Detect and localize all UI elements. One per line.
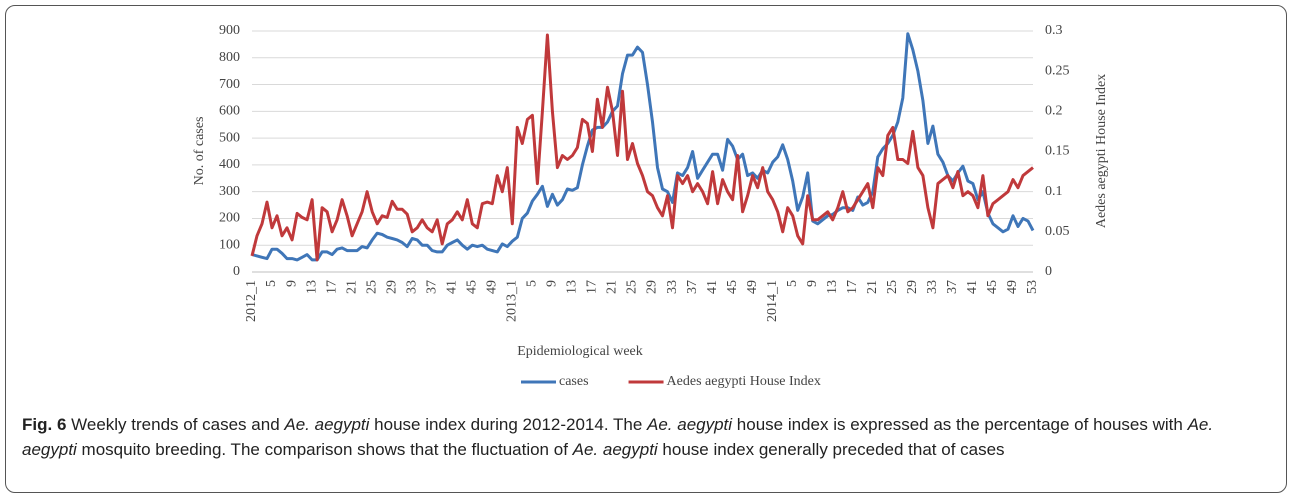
caption-text: Ae. aegypti [572,440,658,459]
caption-text: Ae. aegypti [284,415,370,434]
y-tick-label: 100 [219,237,240,252]
x-tick-label: 21 [344,280,359,294]
x-tick-label: 45 [725,280,740,294]
y-tick-label: 600 [219,104,240,119]
x-tick-label: 41 [444,280,459,294]
figure-frame [5,5,1287,493]
x-tick-label: 5 [525,280,540,287]
y-tick-label: 400 [219,157,240,172]
x-tick-label: 9 [805,280,820,287]
x-tick-label: 45 [465,280,480,294]
x-tick-label: 25 [625,280,640,294]
x-tick-label: 33 [925,280,940,294]
x-tick-label: 29 [384,280,399,294]
y2-tick-label: 0.05 [1045,224,1070,239]
x-tick-label: 2012_1 [244,280,259,322]
y2-tick-label: 0.15 [1045,144,1070,159]
series-line [251,32,1035,262]
caption: Fig. 6 Weekly trends of cases and Ae. ae… [22,412,1267,462]
caption-text: house index is expressed as the percenta… [732,415,1188,434]
x-tick-label: 13 [565,280,580,294]
x-axis-title: Epidemiological week [517,344,643,359]
caption-text: Ae. aegypti [647,415,733,434]
y-axis-title: No. of cases [192,117,207,186]
x-tick-label: 21 [605,280,620,294]
y-tick-label: 700 [219,77,240,92]
caption-label: Fig. 6 [22,415,67,434]
x-tick-label: 37 [685,280,700,294]
x-tick-label: 25 [364,280,379,294]
x-tick-label: 5 [785,280,800,287]
caption-text: mosquito breeding. The comparison shows … [76,440,573,459]
x-tick-label: 29 [645,280,660,294]
y-tick-label: 800 [219,50,240,65]
y-tick-label: 900 [219,23,240,38]
y-tick-label: 200 [219,211,240,226]
x-tick-label: 25 [885,280,900,294]
y2-axis-title: Aedes aegypti House Index [1094,74,1109,228]
legend-label: cases [559,374,589,389]
x-tick-label: 21 [865,280,880,294]
x-tick-label: 53 [1025,280,1040,294]
y2-tick-label: 0 [1045,264,1052,279]
y2-tick-label: 0.25 [1045,63,1070,78]
chart: Epidemiological week No. of cases Aedes … [192,23,1109,389]
x-tick-label: 29 [905,280,920,294]
x-tick-label: 17 [845,280,860,294]
x-tick-label: 41 [705,280,720,294]
x-tick-label: 17 [324,280,339,294]
legend-label: Aedes aegypti House Index [667,374,821,389]
x-tick-label: 9 [545,280,560,287]
y2-tick-label: 0.3 [1045,23,1063,38]
x-tick-label: 9 [284,280,299,287]
caption-text: Ae. aegypti [22,415,1214,459]
y-tick-label: 0 [233,264,240,279]
x-tick-label: 49 [485,280,500,294]
x-tick-label: 49 [745,280,760,294]
y-tick-label: 300 [219,184,240,199]
caption-text: house index generally preceded that of c… [657,440,1005,459]
x-tick-label: 37 [424,280,439,294]
x-tick-label: 17 [585,280,600,294]
x-tick-label: 5 [264,280,279,287]
caption-text: Weekly trends of cases and [66,415,285,434]
x-tick-label: 49 [1005,280,1020,294]
series-line [250,33,1034,262]
y2-tick-label: 0.1 [1045,184,1063,199]
x-tick-label: 2013_1 [505,280,520,322]
y2-tick-label: 0.2 [1045,104,1063,119]
x-tick-label: 33 [404,280,419,294]
x-tick-label: 33 [665,280,680,294]
x-tick-label: 13 [304,280,319,294]
x-tick-label: 2014_1 [765,280,780,322]
y-tick-label: 500 [219,130,240,145]
caption-text: house index during 2012-2014. The [369,415,647,434]
x-tick-label: 45 [985,280,1000,294]
x-tick-label: 13 [825,280,840,294]
x-tick-label: 41 [965,280,980,294]
x-tick-label: 37 [945,280,960,294]
